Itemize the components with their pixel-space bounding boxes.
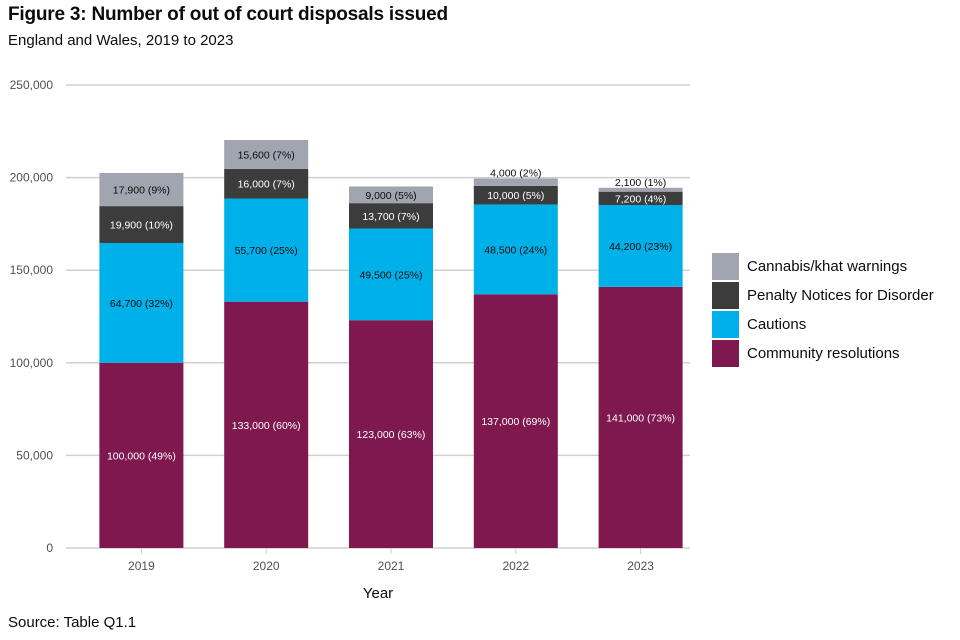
data-label: 10,000 (5%)	[487, 190, 544, 202]
y-tick-label: 200,000	[10, 171, 54, 185]
legend-label: Cannabis/khat warnings	[747, 258, 908, 275]
legend-swatch-penalty-notices	[712, 282, 739, 309]
bar-segment-cautions	[99, 242, 184, 363]
data-label: 4,000 (2%)	[490, 168, 541, 180]
bar-segment-community-resolutions	[349, 320, 433, 548]
bar-group-2022: 137,000 (69%) 48,500 (24%) 10,000 (5%) 4,00…	[473, 168, 558, 548]
x-tick-label: 2022	[502, 559, 529, 573]
bar-segment-cannabis-khat-warnings	[224, 140, 309, 169]
x-tick-label: 2021	[378, 559, 405, 573]
data-label: 19,900 (10%)	[110, 220, 173, 232]
data-label: 49,500 (25%)	[359, 269, 422, 281]
bar-segment-penalty-notices-for-disorder	[99, 206, 184, 243]
data-label: 55,700 (25%)	[235, 245, 298, 257]
bars: 100,000 (49%) 64,700 (32%) 19,900 (10%) 17,…	[99, 140, 683, 548]
x-tick-label: 2019	[128, 559, 155, 573]
bar-group-2023: 141,000 (73%) 44,200 (23%) 7,200 (4%) 2,100…	[598, 177, 683, 548]
bar-segment-penalty-notices-for-disorder	[349, 203, 433, 229]
legend-label: Penalty Notices for Disorder	[747, 287, 934, 304]
y-tick-label: 250,000	[10, 78, 54, 92]
legend-item-cannabis-khat-warnings: Cannabis/khat warnings	[712, 252, 934, 281]
data-label: 137,000 (69%)	[481, 416, 550, 428]
bar-group-2019: 100,000 (49%) 64,700 (32%) 19,900 (10%) 17,…	[99, 172, 184, 548]
bar-group-2020: 133,000 (60%) 55,700 (25%) 16,000 (7%) 15,6…	[224, 140, 309, 548]
data-label: 48,500 (24%)	[484, 244, 547, 256]
data-label: 64,700 (32%)	[110, 298, 173, 310]
y-tick-label: 50,000	[16, 448, 53, 462]
bar-segment-cannabis-khat-warnings	[349, 186, 433, 204]
data-label: 9,000 (5%)	[365, 190, 416, 202]
data-label: 123,000 (63%)	[357, 429, 426, 441]
bar-segment-penalty-notices-for-disorder	[224, 168, 309, 199]
legend-item-community-resolutions: Community resolutions	[712, 339, 934, 368]
y-tick-label: 0	[46, 541, 53, 555]
bar-segment-cautions	[349, 228, 433, 321]
chart-title: Figure 3: Number of out of court disposa…	[8, 4, 448, 25]
bar-segment-cautions	[598, 205, 683, 287]
bar-group-2021: 123,000 (63%) 49,500 (25%) 13,700 (7%) 9,00…	[349, 186, 433, 548]
legend-item-cautions: Cautions	[712, 310, 934, 339]
legend-label: Cautions	[747, 316, 807, 333]
legend-swatch-cannabis-khat-warnings	[712, 253, 739, 280]
legend: Cannabis/khat warnings Penalty Notices f…	[712, 252, 934, 368]
source-note: Source: Table Q1.1	[8, 614, 137, 631]
bar-segment-cannabis-khat-warnings	[99, 172, 184, 207]
chart-subtitle: England and Wales, 2019 to 2023	[8, 32, 234, 49]
bar-segment-cautions	[473, 204, 558, 295]
x-tick-label: 2020	[253, 559, 280, 573]
y-axis-ticks: 0 50,000 100,000 150,000 200,000 250,000	[10, 78, 54, 555]
bar-segment-community-resolutions	[473, 294, 558, 548]
bar-segment-cautions	[224, 198, 309, 302]
data-label: 100,000 (49%)	[107, 450, 176, 462]
x-axis-ticks: 2019 2020 2021 2022 2023	[128, 548, 654, 573]
data-label: 141,000 (73%)	[606, 412, 675, 424]
bar-segment-community-resolutions	[99, 362, 184, 548]
data-label: 15,600 (7%)	[238, 149, 295, 161]
legend-swatch-community-resolutions	[712, 340, 739, 367]
data-label: 13,700 (7%)	[362, 211, 419, 223]
x-tick-label: 2023	[627, 559, 654, 573]
legend-label: Community resolutions	[747, 345, 900, 362]
y-tick-label: 150,000	[10, 263, 54, 277]
x-axis-title: Year	[363, 585, 393, 602]
data-label: 44,200 (23%)	[609, 241, 672, 253]
data-label: 16,000 (7%)	[238, 179, 295, 191]
bar-segment-cannabis-khat-warnings	[473, 178, 558, 186]
bar-segment-penalty-notices-for-disorder	[598, 191, 683, 206]
y-tick-label: 100,000	[10, 356, 54, 370]
bar-segment-cannabis-khat-warnings	[598, 187, 683, 192]
bar-segment-community-resolutions	[224, 301, 309, 548]
data-label: 7,200 (4%)	[615, 193, 666, 205]
legend-swatch-cautions	[712, 311, 739, 338]
data-label: 2,100 (1%)	[615, 177, 666, 189]
data-label: 17,900 (9%)	[113, 185, 170, 197]
legend-item-penalty-notices: Penalty Notices for Disorder	[712, 281, 934, 310]
bar-segment-community-resolutions	[598, 286, 683, 548]
bar-segment-penalty-notices-for-disorder	[473, 185, 558, 205]
data-label: 133,000 (60%)	[232, 420, 301, 432]
